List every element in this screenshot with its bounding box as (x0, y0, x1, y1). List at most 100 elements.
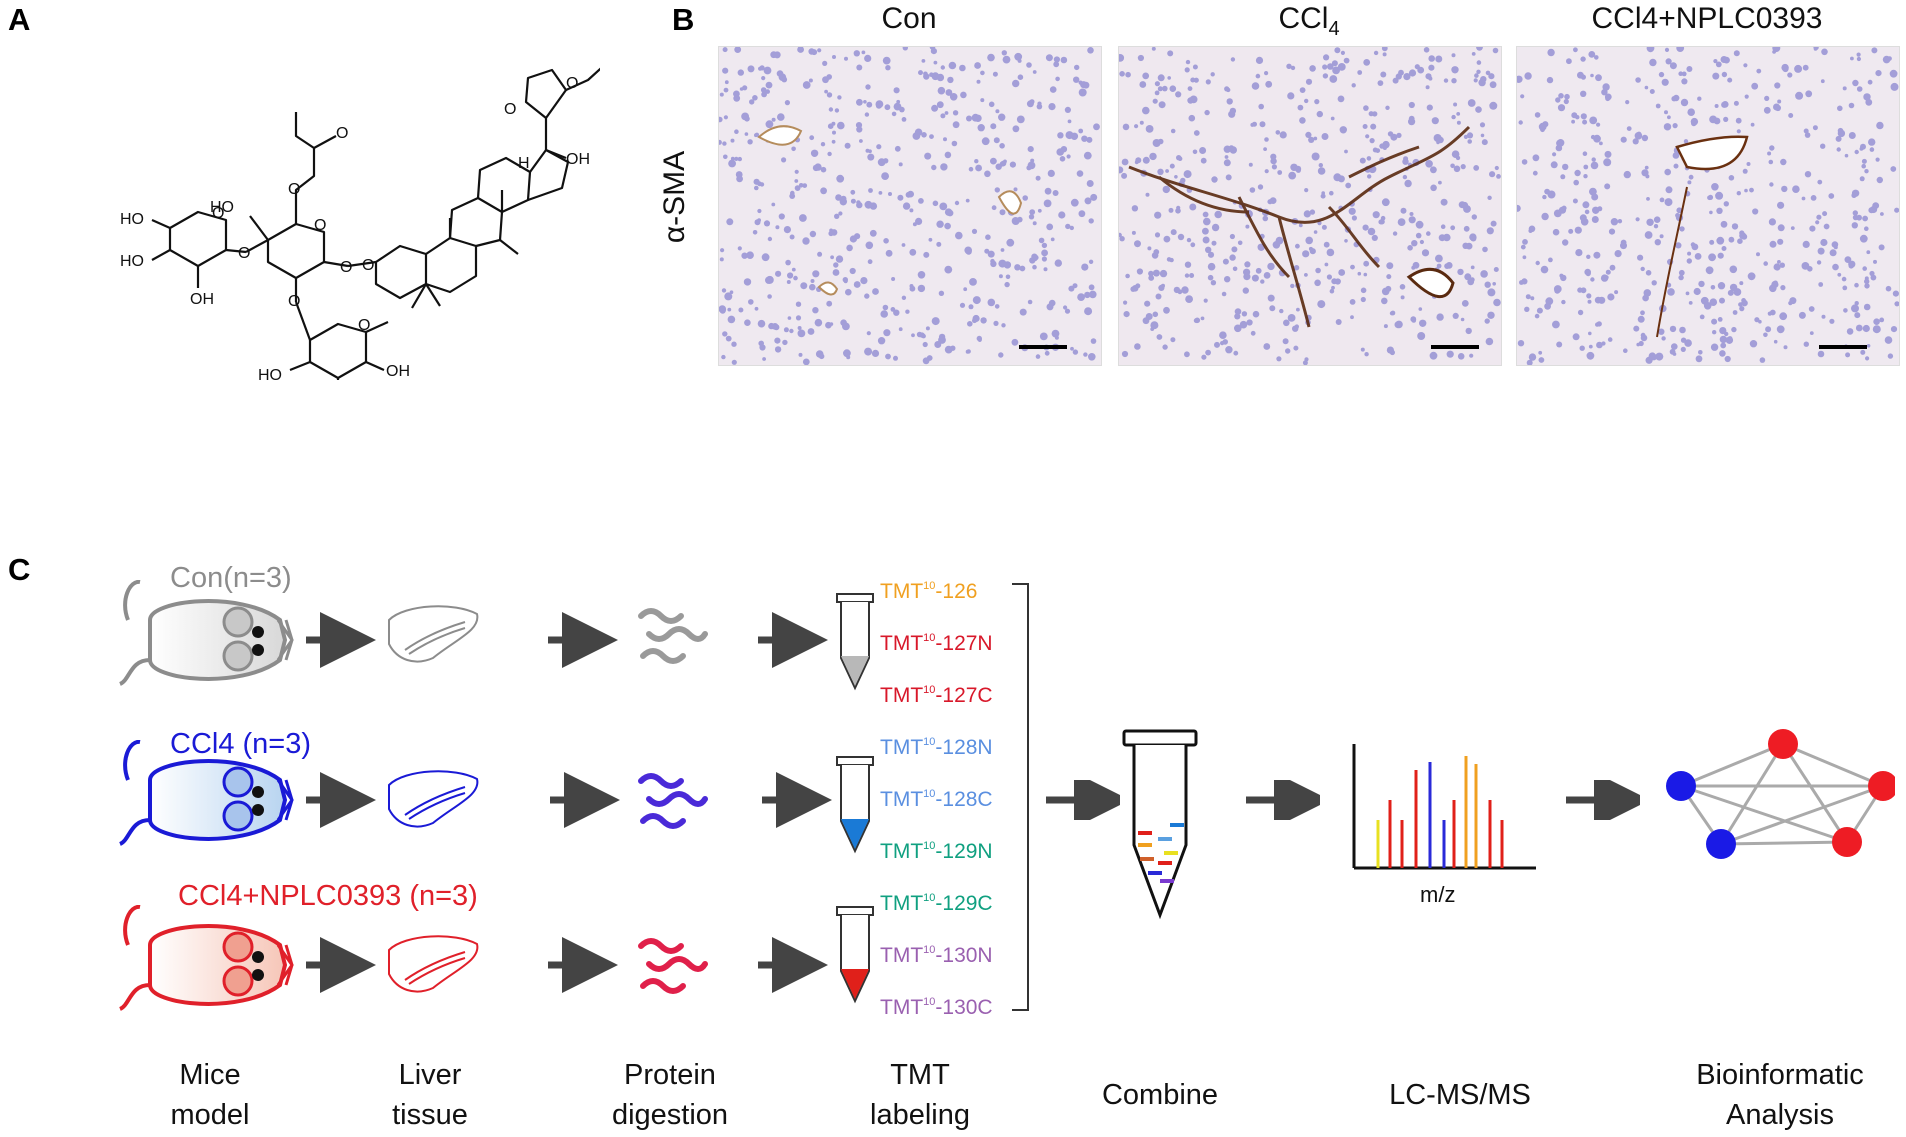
nucleus (1032, 70, 1037, 74)
nucleus (1279, 131, 1287, 139)
nucleus (912, 132, 921, 140)
nucleus (1465, 242, 1473, 250)
nucleus (952, 121, 960, 129)
nucleus (1731, 223, 1739, 230)
nucleus (1176, 205, 1181, 210)
nucleus (1871, 47, 1878, 54)
nucleus (1357, 70, 1363, 75)
nucleus (1383, 324, 1388, 329)
nucleus (1065, 223, 1071, 230)
nucleus (723, 115, 728, 120)
nucleus (1546, 76, 1554, 84)
nucleus (1419, 239, 1424, 245)
nucleus (1875, 157, 1880, 162)
nucleus (744, 116, 750, 122)
nucleus (1408, 69, 1417, 77)
nucleus (1852, 214, 1859, 221)
nucleus (1617, 219, 1623, 224)
nucleus (1205, 349, 1211, 356)
nucleus (1255, 267, 1262, 274)
nucleus (896, 99, 901, 104)
nucleus (1150, 321, 1159, 330)
nucleus (1457, 268, 1464, 276)
nucleus (846, 244, 853, 252)
nucleus (1854, 149, 1859, 155)
nucleus (1167, 50, 1174, 57)
nucleus (1869, 147, 1875, 152)
nucleus (1591, 216, 1599, 223)
nucleus (1681, 78, 1688, 85)
nucleus (901, 117, 907, 122)
nucleus (1380, 71, 1387, 78)
nucleus (1259, 121, 1266, 128)
nucleus (1816, 260, 1822, 265)
atom-label: O (238, 245, 250, 262)
nucleus (1852, 210, 1858, 216)
nucleus (753, 178, 760, 185)
nucleus (871, 349, 880, 357)
nucleus (1315, 267, 1321, 274)
nucleus (1076, 170, 1084, 177)
nucleus (797, 47, 804, 53)
nucleus (1069, 225, 1074, 231)
nucleus (1343, 57, 1350, 64)
nucleus (1637, 254, 1644, 261)
tmt-tag: TMT10-130C (880, 996, 993, 1019)
nucleus (1480, 133, 1485, 138)
nucleus (1548, 257, 1553, 263)
nucleus (1754, 317, 1760, 323)
nucleus (1777, 238, 1784, 245)
nucleus (1385, 285, 1392, 292)
nucleus (1282, 338, 1289, 345)
nucleus (1014, 52, 1023, 61)
nucleus (999, 209, 1006, 216)
nucleus (964, 246, 972, 255)
nucleus (791, 267, 796, 272)
nucleus (1711, 183, 1719, 191)
nucleus (1303, 210, 1311, 218)
nucleus (1494, 165, 1499, 171)
nucleus (1013, 187, 1018, 192)
step-label-combine: Combine (1101, 1079, 1219, 1111)
nucleus (768, 322, 775, 330)
nucleus (888, 192, 892, 196)
nucleus (960, 91, 967, 99)
nucleus (1705, 266, 1714, 275)
nucleus (1890, 326, 1898, 333)
nucleus (765, 120, 774, 129)
nucleus (940, 65, 945, 70)
nucleus (1344, 149, 1348, 154)
nucleus (854, 233, 861, 240)
nucleus (952, 110, 959, 116)
nucleus (950, 345, 956, 351)
nucleus (1066, 154, 1071, 159)
nucleus (1855, 324, 1863, 332)
nucleus (1585, 270, 1591, 277)
nucleus (1134, 160, 1139, 165)
nucleus (1044, 350, 1050, 356)
nucleus (1050, 237, 1055, 242)
nucleus (976, 79, 981, 84)
nucleus (733, 90, 740, 98)
nucleus (1572, 198, 1578, 204)
nucleus (1351, 83, 1356, 88)
nucleus (1403, 73, 1411, 81)
nucleus (1801, 262, 1810, 270)
nucleus (1026, 165, 1032, 171)
nucleus (1119, 54, 1125, 62)
nucleus (1250, 330, 1256, 336)
nucleus (1525, 294, 1531, 300)
nucleus (1017, 74, 1024, 80)
nucleus (1014, 264, 1021, 271)
nucleus (1296, 307, 1300, 312)
nucleus (832, 130, 836, 135)
nucleus (1326, 274, 1332, 280)
nucleus (1680, 337, 1687, 343)
nucleus (1186, 237, 1192, 243)
nucleus (1664, 110, 1668, 115)
nucleus (972, 296, 981, 305)
nucleus (1183, 170, 1192, 179)
nucleus (883, 158, 889, 164)
nucleus (1851, 189, 1860, 197)
nucleus (1436, 263, 1442, 269)
